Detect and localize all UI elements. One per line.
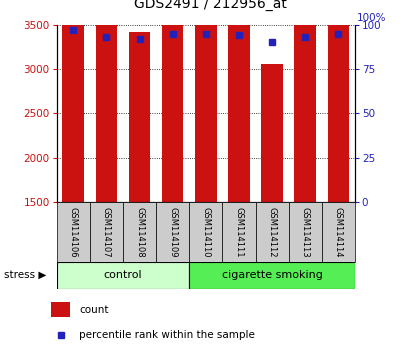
Bar <box>162 0 184 202</box>
Text: stress ▶: stress ▶ <box>4 270 47 280</box>
Bar <box>51 302 70 317</box>
Text: control: control <box>104 270 142 280</box>
Text: GSM114111: GSM114111 <box>234 207 244 257</box>
Bar <box>228 0 250 202</box>
Bar <box>90 202 123 262</box>
Text: GSM114112: GSM114112 <box>268 207 276 257</box>
Bar <box>289 202 322 262</box>
Text: cigarette smoking: cigarette smoking <box>222 270 323 280</box>
Bar <box>57 262 189 289</box>
Bar <box>57 202 90 262</box>
Bar <box>63 0 84 202</box>
Bar <box>261 64 283 202</box>
Bar <box>189 202 222 262</box>
Text: GSM114113: GSM114113 <box>301 206 310 257</box>
Text: GSM114107: GSM114107 <box>102 206 111 257</box>
Text: 100%: 100% <box>357 13 386 23</box>
Text: GSM114114: GSM114114 <box>334 207 343 257</box>
Bar <box>96 0 117 202</box>
Bar <box>156 202 189 262</box>
Text: percentile rank within the sample: percentile rank within the sample <box>79 330 255 339</box>
Bar <box>255 202 289 262</box>
Text: GSM114109: GSM114109 <box>168 207 177 257</box>
Bar <box>294 24 316 202</box>
Bar <box>222 202 255 262</box>
Bar <box>328 0 349 202</box>
Text: GSM114108: GSM114108 <box>135 206 144 257</box>
Bar <box>189 262 355 289</box>
Bar <box>195 0 217 202</box>
Text: GSM114110: GSM114110 <box>201 207 210 257</box>
Text: count: count <box>79 305 108 315</box>
Bar <box>129 32 150 202</box>
Bar <box>322 202 355 262</box>
Bar <box>123 202 156 262</box>
Text: GDS2491 / 212956_at: GDS2491 / 212956_at <box>134 0 286 11</box>
Text: GSM114106: GSM114106 <box>69 206 78 257</box>
